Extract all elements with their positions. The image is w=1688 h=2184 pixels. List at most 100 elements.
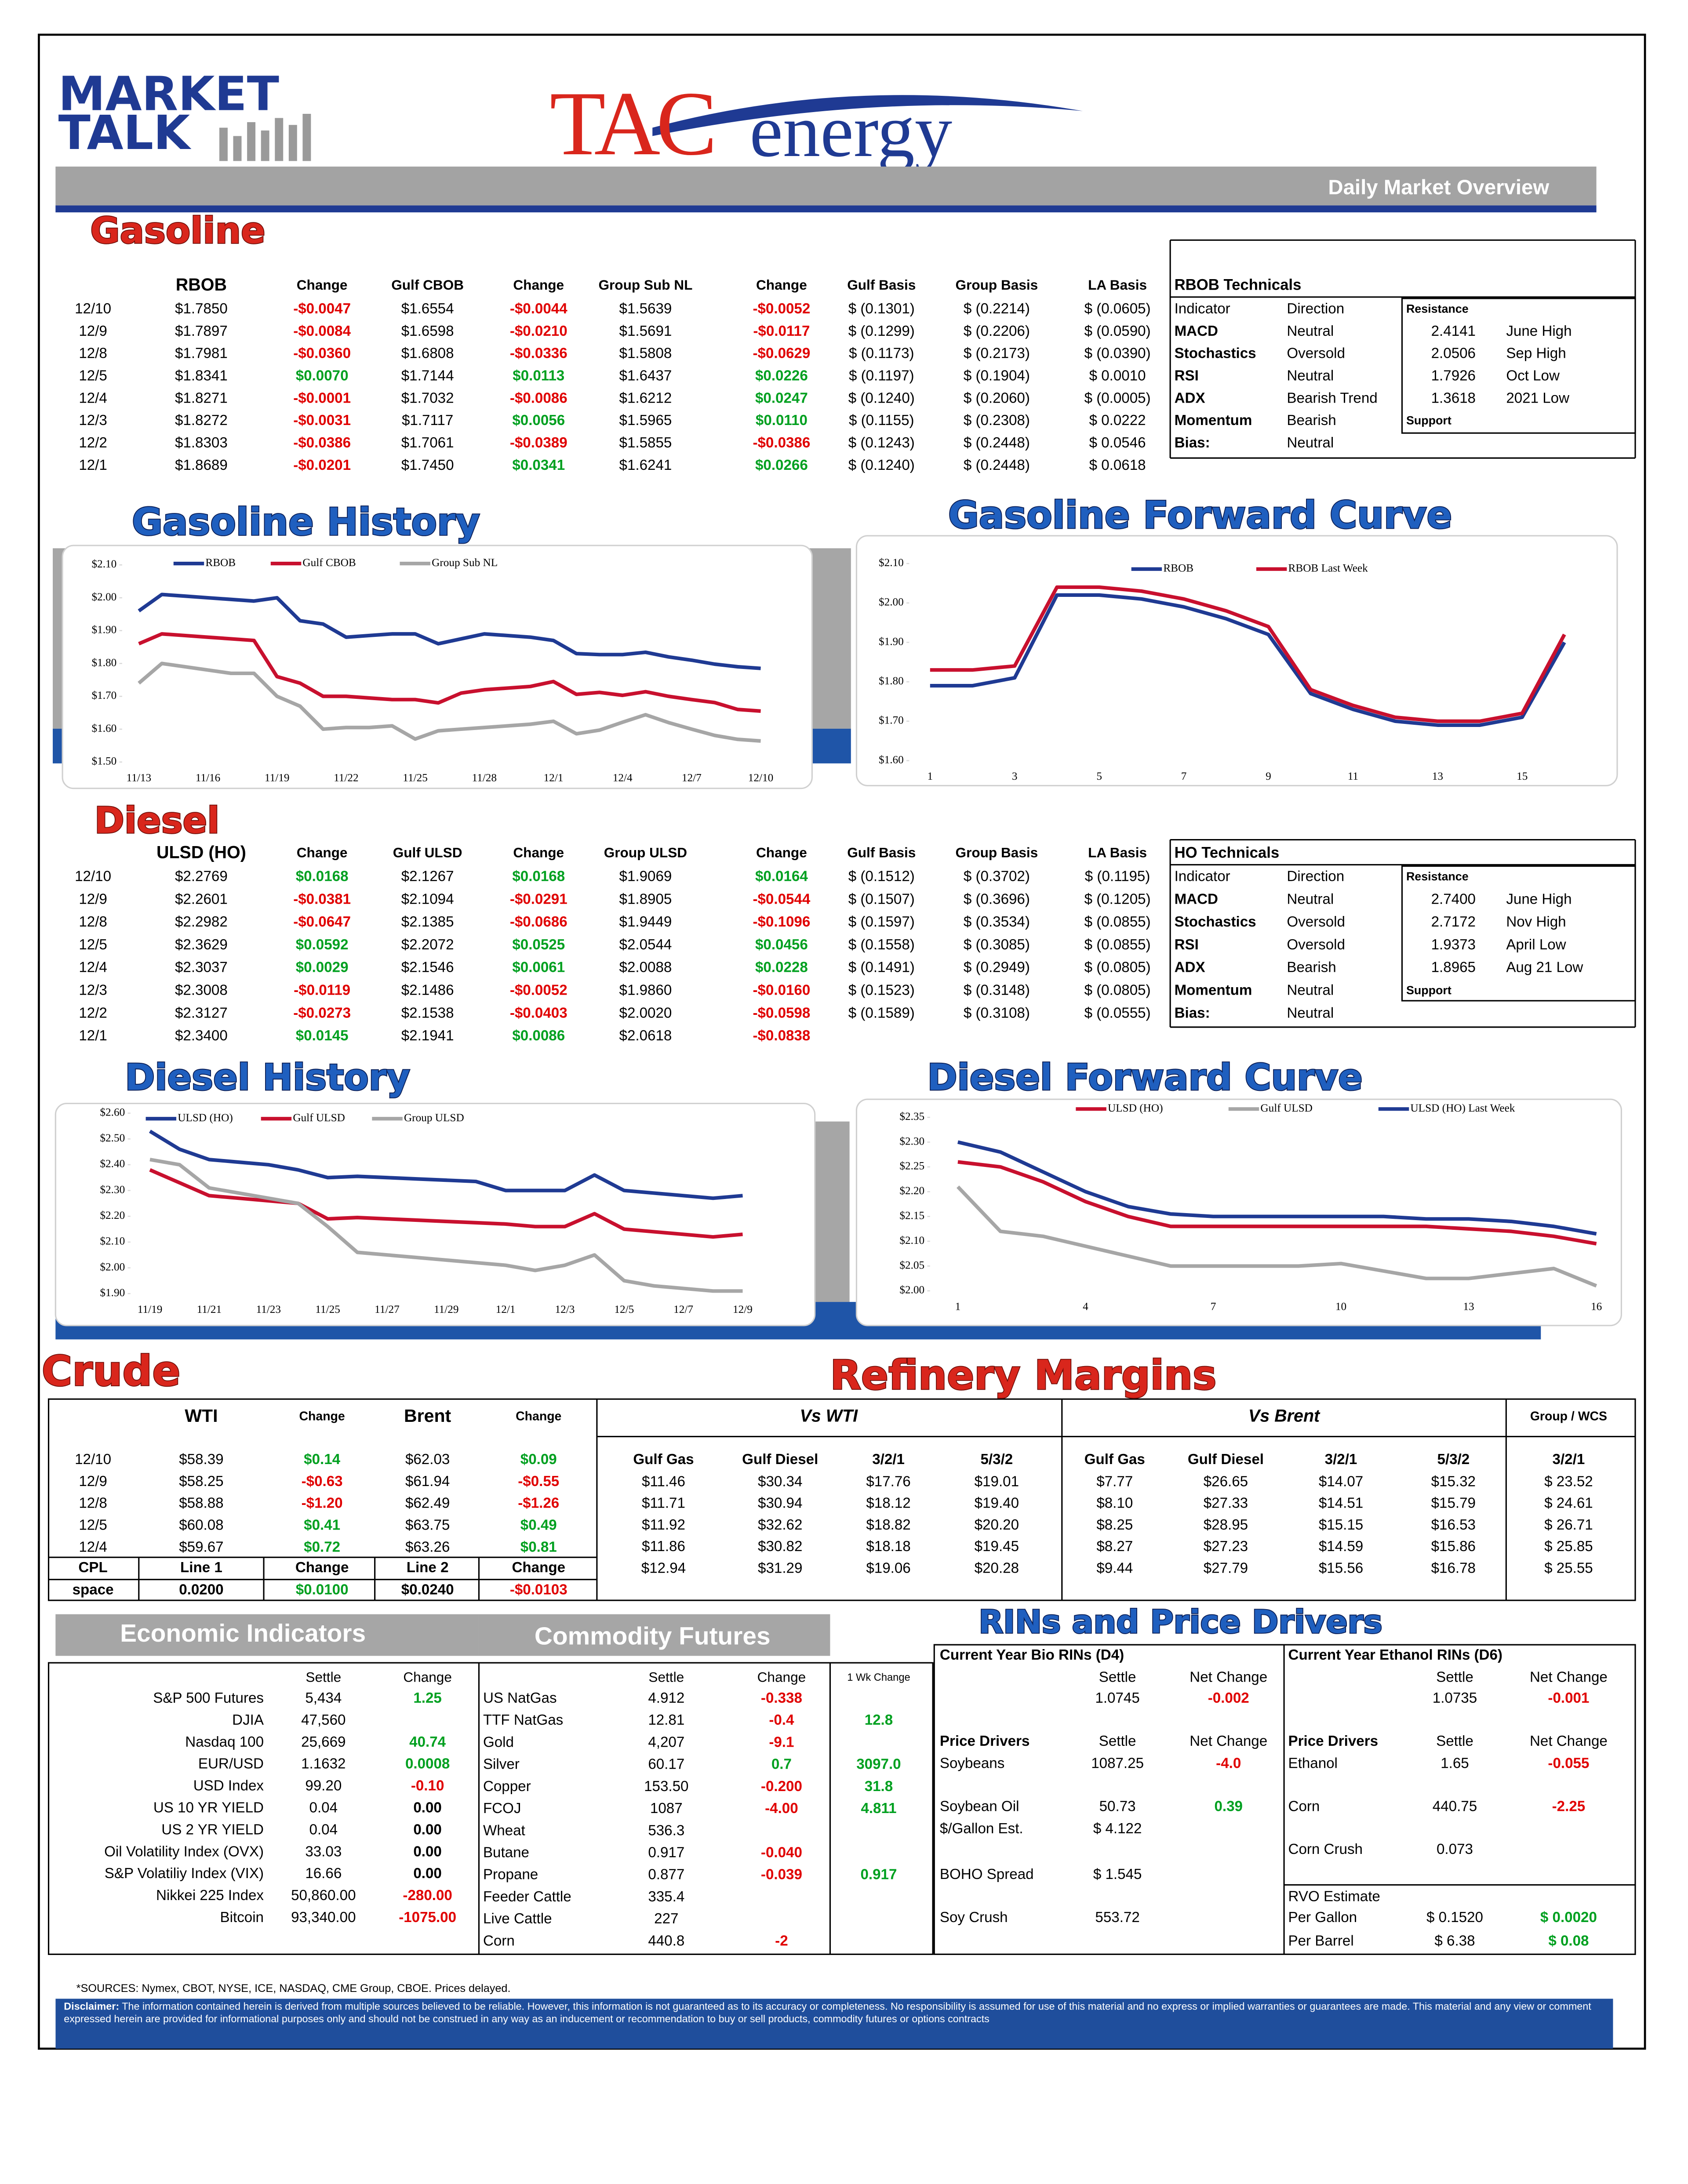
column-header: Brent xyxy=(404,1406,451,1426)
table-cell: $19.01 xyxy=(975,1473,1019,1490)
table-cell: $0.0525 xyxy=(512,937,565,953)
x-tick-label: 11/25 xyxy=(315,1303,340,1315)
panel-title: Current Year Bio RINs (D4) xyxy=(940,1647,1124,1663)
column-header: 3/2/1 xyxy=(1553,1451,1585,1468)
table-cell: $ (0.1589) xyxy=(848,1005,915,1021)
technicals-cell: Bearish xyxy=(1287,412,1336,429)
x-tick-label: 12/7 xyxy=(682,771,702,784)
column-header: 3/2/1 xyxy=(1325,1451,1357,1468)
technicals-cell: Resistance xyxy=(1406,302,1469,315)
y-tick-label: $2.20 xyxy=(100,1209,125,1221)
panel-title: Commodity Futures xyxy=(535,1622,771,1650)
table-cell: $ 25.85 xyxy=(1544,1538,1593,1555)
table-cell: 16.66 xyxy=(305,1865,342,1882)
table-cell: $0.41 xyxy=(304,1517,340,1534)
table-cell: $0.0247 xyxy=(755,390,808,406)
column-header: Change xyxy=(516,1410,561,1424)
technicals-cell: Oversold xyxy=(1287,345,1345,362)
table-cell: 1087.25 xyxy=(1091,1755,1144,1771)
indicators-box xyxy=(47,1662,934,1955)
table-cell: 12/3 xyxy=(79,412,107,429)
table-cell: $2.2601 xyxy=(175,891,228,907)
technicals-cell: Oversold xyxy=(1287,914,1345,930)
logo-line1: MARKET xyxy=(58,66,279,121)
technicals-cell: Direction xyxy=(1287,301,1344,317)
technicals-cell: RSI xyxy=(1175,937,1199,953)
table-cell: $ 25.55 xyxy=(1544,1560,1593,1576)
table-cell: $2.1546 xyxy=(401,959,454,976)
technicals-cell: Support xyxy=(1406,984,1452,997)
crude-box xyxy=(47,1398,1636,1601)
table-cell: 12.8 xyxy=(865,1712,893,1728)
y-tick-label: $2.10 xyxy=(879,556,904,569)
table-cell: 440.8 xyxy=(648,1933,684,1949)
table-cell: $ (0.1491) xyxy=(848,959,915,976)
table-cell: -$0.0031 xyxy=(293,412,351,429)
table-cell: $0.0266 xyxy=(755,457,808,473)
table-cell: Oil Volatility Index (OVX) xyxy=(104,1843,264,1860)
table-cell: FCOJ xyxy=(483,1800,521,1817)
table-cell: $58.88 xyxy=(179,1495,223,1512)
table-cell: $14.07 xyxy=(1319,1473,1363,1490)
table-cell: $1.5639 xyxy=(619,301,672,317)
table-cell: 12/3 xyxy=(79,982,107,999)
x-tick-label: 13 xyxy=(1463,1301,1474,1313)
table-cell: Settle xyxy=(1099,1669,1136,1686)
y-tick-label: $2.10 xyxy=(91,558,116,570)
technicals-cell: Neutral xyxy=(1287,323,1334,339)
section-title: Refinery Margins xyxy=(830,1352,1216,1399)
table-cell: -0.002 xyxy=(1208,1690,1249,1706)
table-cell: BOHO Spread xyxy=(940,1866,1034,1882)
resistance-box xyxy=(1401,298,1636,434)
table-cell: Nasdaq 100 xyxy=(185,1734,264,1750)
table-cell: Feeder Cattle xyxy=(483,1889,571,1905)
table-cell: 12/4 xyxy=(79,390,107,406)
table-cell: Live Cattle xyxy=(483,1911,552,1927)
column-header: Gulf Gas xyxy=(1084,1451,1145,1468)
technicals-cell: 1.7926 xyxy=(1431,368,1476,384)
table-cell: $1.8689 xyxy=(175,457,228,473)
table-cell: $ (0.1597) xyxy=(848,914,915,930)
table-cell: 536.3 xyxy=(648,1822,684,1839)
banner-rule xyxy=(55,205,1597,213)
table-cell: 1.1632 xyxy=(301,1756,346,1772)
x-tick-label: 11/21 xyxy=(197,1303,222,1315)
y-tick-label: $2.05 xyxy=(899,1259,924,1271)
x-tick-label: 3 xyxy=(1012,770,1018,782)
table-cell: $1.6554 xyxy=(401,301,454,317)
table-cell: -$0.63 xyxy=(302,1473,343,1490)
table-cell: 12/4 xyxy=(79,1539,107,1555)
chart-title: Gasoline History xyxy=(132,501,480,544)
table-cell: $ (0.0805) xyxy=(1084,982,1151,999)
resistance-box xyxy=(1401,865,1636,1002)
table-cell: 0.877 xyxy=(648,1867,684,1883)
table-cell: $27.33 xyxy=(1204,1495,1248,1512)
table-cell: $1.5965 xyxy=(619,412,672,429)
column-header: LA Basis xyxy=(1088,277,1147,293)
technicals-cell: Indicator xyxy=(1175,869,1230,885)
column-header: ULSD (HO) xyxy=(156,843,246,862)
table-cell: $ 0.0222 xyxy=(1089,412,1146,429)
table-cell: $14.51 xyxy=(1319,1495,1363,1512)
brand-tac: TAC xyxy=(550,73,713,174)
column-header: Settle xyxy=(306,1669,341,1685)
table-cell: 12/9 xyxy=(79,891,107,907)
technicals-cell: RSI xyxy=(1175,368,1199,384)
y-tick-label: $2.20 xyxy=(899,1185,924,1197)
table-cell: Line 2 xyxy=(407,1559,449,1576)
column-header: Change xyxy=(513,844,564,860)
table-cell: 0.04 xyxy=(309,1800,338,1816)
table-cell: Change xyxy=(295,1559,349,1576)
table-cell: $1.5808 xyxy=(619,345,672,362)
table-cell: -0.055 xyxy=(1548,1755,1589,1771)
table-cell: $61.94 xyxy=(405,1473,450,1490)
table-cell: US NatGas xyxy=(483,1690,557,1706)
y-tick-label: $1.90 xyxy=(100,1286,125,1299)
column-header: Gulf Diesel xyxy=(742,1451,818,1468)
y-tick-label: $2.50 xyxy=(100,1132,125,1144)
table-cell: $2.1538 xyxy=(401,1005,454,1021)
chart-title: Diesel History xyxy=(125,1057,410,1098)
column-header: Group Sub NL xyxy=(598,277,692,293)
legend-label: Gulf ULSD xyxy=(293,1112,345,1124)
table-cell: 12/10 xyxy=(75,1451,111,1468)
